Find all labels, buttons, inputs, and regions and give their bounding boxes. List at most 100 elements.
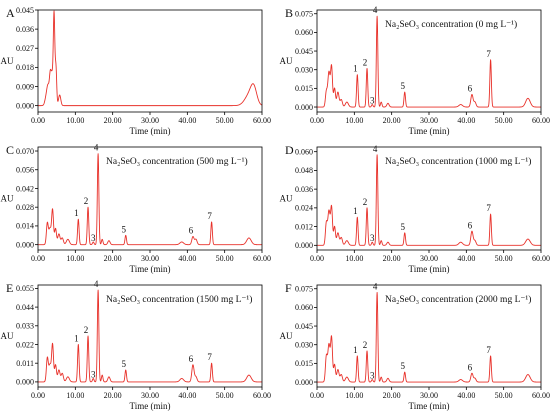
chromatogram-trace xyxy=(316,154,542,246)
x-tick-label: 0.00 xyxy=(310,116,324,125)
peak-label: 4 xyxy=(94,279,99,289)
y-tick-label: 0.012 xyxy=(295,222,313,231)
peak-label: 2 xyxy=(363,57,368,67)
x-tick-label: 30.00 xyxy=(420,391,438,400)
panel-a: 0.00 10.00 20.00 30.00 40.00 50.00 60.00 0.000 0… xyxy=(1,6,272,136)
y-tick-label: 0.045 xyxy=(16,6,34,15)
x-tick-label: 30.00 xyxy=(420,116,438,125)
y-tick-label: 0.036 xyxy=(295,185,313,194)
chromatogram-trace xyxy=(37,10,263,107)
x-tick-label: 60.00 xyxy=(253,116,271,125)
panel-e: 0.00 10.00 20.00 30.00 40.00 50.00 60.00 0.000 0… xyxy=(1,279,272,411)
peak-label: 3 xyxy=(370,96,375,106)
y-axis-label: AU xyxy=(1,194,14,204)
x-tick-label: 50.00 xyxy=(495,391,513,400)
x-tick-label: 0.00 xyxy=(31,116,45,125)
y-axis-label: AU xyxy=(280,56,293,66)
x-tick-label: 20.00 xyxy=(383,116,401,125)
x-tick-label: 40.00 xyxy=(457,391,475,400)
x-tick-label: 30.00 xyxy=(141,254,159,263)
peak-label: 7 xyxy=(486,203,491,213)
x-tick-label: 40.00 xyxy=(178,391,196,400)
y-tick-label: 0.000 xyxy=(295,378,313,387)
panel-letter: A xyxy=(6,6,15,20)
peak-label: 7 xyxy=(207,352,212,362)
y-tick-label: 0.015 xyxy=(295,84,313,93)
x-axis-label: Time (min) xyxy=(409,401,450,411)
peak-label: 2 xyxy=(84,325,89,335)
x-tick-label: 0.00 xyxy=(31,391,45,400)
chromatogram-trace xyxy=(37,153,263,246)
x-tick-label: 40.00 xyxy=(178,116,196,125)
peak-label: 4 xyxy=(373,281,378,291)
peak-label: 1 xyxy=(353,345,358,355)
y-tick-label: 0.024 xyxy=(295,204,313,213)
peak-label: 6 xyxy=(468,84,473,94)
peak-label: 5 xyxy=(400,222,405,232)
y-tick-label: 0.044 xyxy=(16,303,34,312)
y-tick-label: 0.018 xyxy=(16,63,34,72)
x-tick-label: 10.00 xyxy=(345,254,363,263)
peak-label: 5 xyxy=(400,361,405,371)
peak-label: 4 xyxy=(373,144,378,154)
x-tick-label: 10.00 xyxy=(66,116,84,125)
x-tick-label: 20.00 xyxy=(383,254,401,263)
x-tick-label: 60.00 xyxy=(532,116,550,125)
peak-label: 1 xyxy=(74,334,79,344)
y-tick-label: 0.011 xyxy=(16,359,34,368)
panel-b: 0.00 10.00 20.00 30.00 40.00 50.00 60.00 0.000 0… xyxy=(280,5,550,136)
y-tick-label: 0.014 xyxy=(16,222,34,231)
panel-c: 0.00 10.00 20.00 30.00 40.00 50.00 60.00 0.000 0… xyxy=(1,143,272,274)
x-tick-label: 10.00 xyxy=(66,254,84,263)
y-tick-label: 0.075 xyxy=(295,285,313,294)
x-tick-label: 50.00 xyxy=(216,391,234,400)
x-tick-label: 0.00 xyxy=(310,254,324,263)
x-tick-label: 60.00 xyxy=(532,254,550,263)
plot-frame xyxy=(37,9,263,113)
peak-label: 3 xyxy=(370,233,375,243)
y-tick-label: 0.009 xyxy=(16,82,34,91)
x-tick-label: 60.00 xyxy=(253,254,271,263)
x-tick-label: 20.00 xyxy=(104,116,122,125)
y-tick-label: 0.048 xyxy=(295,166,313,175)
chromatogram-trace xyxy=(316,292,542,383)
panel-title: Na₂SeO₃ concentration (1000 mg L⁻¹) xyxy=(385,156,531,167)
y-tick-label: 0.028 xyxy=(16,203,34,212)
peak-label: 4 xyxy=(94,143,99,153)
x-tick-label: 10.00 xyxy=(345,116,363,125)
y-tick-label: 0.000 xyxy=(295,241,313,250)
x-tick-label: 50.00 xyxy=(495,254,513,263)
x-axis-label: Time (min) xyxy=(130,264,171,274)
panel-letter: B xyxy=(285,6,293,20)
x-tick-label: 40.00 xyxy=(457,116,475,125)
y-tick-label: 0.036 xyxy=(16,25,34,34)
panel-d: 0.00 10.00 20.00 30.00 40.00 50.00 60.00 0.000 0… xyxy=(280,143,550,274)
panel-f: 0.00 10.00 20.00 30.00 40.00 50.00 60.00 0.000 0… xyxy=(280,281,550,411)
x-tick-label: 50.00 xyxy=(495,116,513,125)
peak-label: 6 xyxy=(189,354,194,364)
y-tick-label: 0.055 xyxy=(16,284,34,293)
peak-label: 5 xyxy=(400,81,405,91)
x-tick-label: 50.00 xyxy=(216,116,234,125)
peak-label: 7 xyxy=(486,49,491,59)
x-tick-label: 40.00 xyxy=(457,254,475,263)
peak-label: 3 xyxy=(91,233,96,243)
y-axis-label: AU xyxy=(1,331,14,341)
panel-title: Na₂SeO₃ concentration (1500 mg L⁻¹) xyxy=(106,294,252,305)
y-axis-label: AU xyxy=(1,56,14,66)
panel-title: Na₂SeO₃ concentration (500 mg L⁻¹) xyxy=(106,156,248,167)
x-tick-label: 50.00 xyxy=(216,254,234,263)
y-tick-label: 0.030 xyxy=(295,341,313,350)
y-tick-label: 0.000 xyxy=(16,240,34,249)
y-tick-label: 0.000 xyxy=(16,101,34,110)
x-tick-label: 60.00 xyxy=(253,391,271,400)
peak-label: 6 xyxy=(468,362,473,372)
x-axis-label: Time (min) xyxy=(409,126,450,136)
peak-label: 2 xyxy=(363,340,368,350)
peak-label: 7 xyxy=(207,211,212,221)
y-axis-label: AU xyxy=(280,194,293,204)
y-tick-label: 0.045 xyxy=(295,322,313,331)
peak-label: 1 xyxy=(74,208,79,218)
x-tick-label: 40.00 xyxy=(178,254,196,263)
